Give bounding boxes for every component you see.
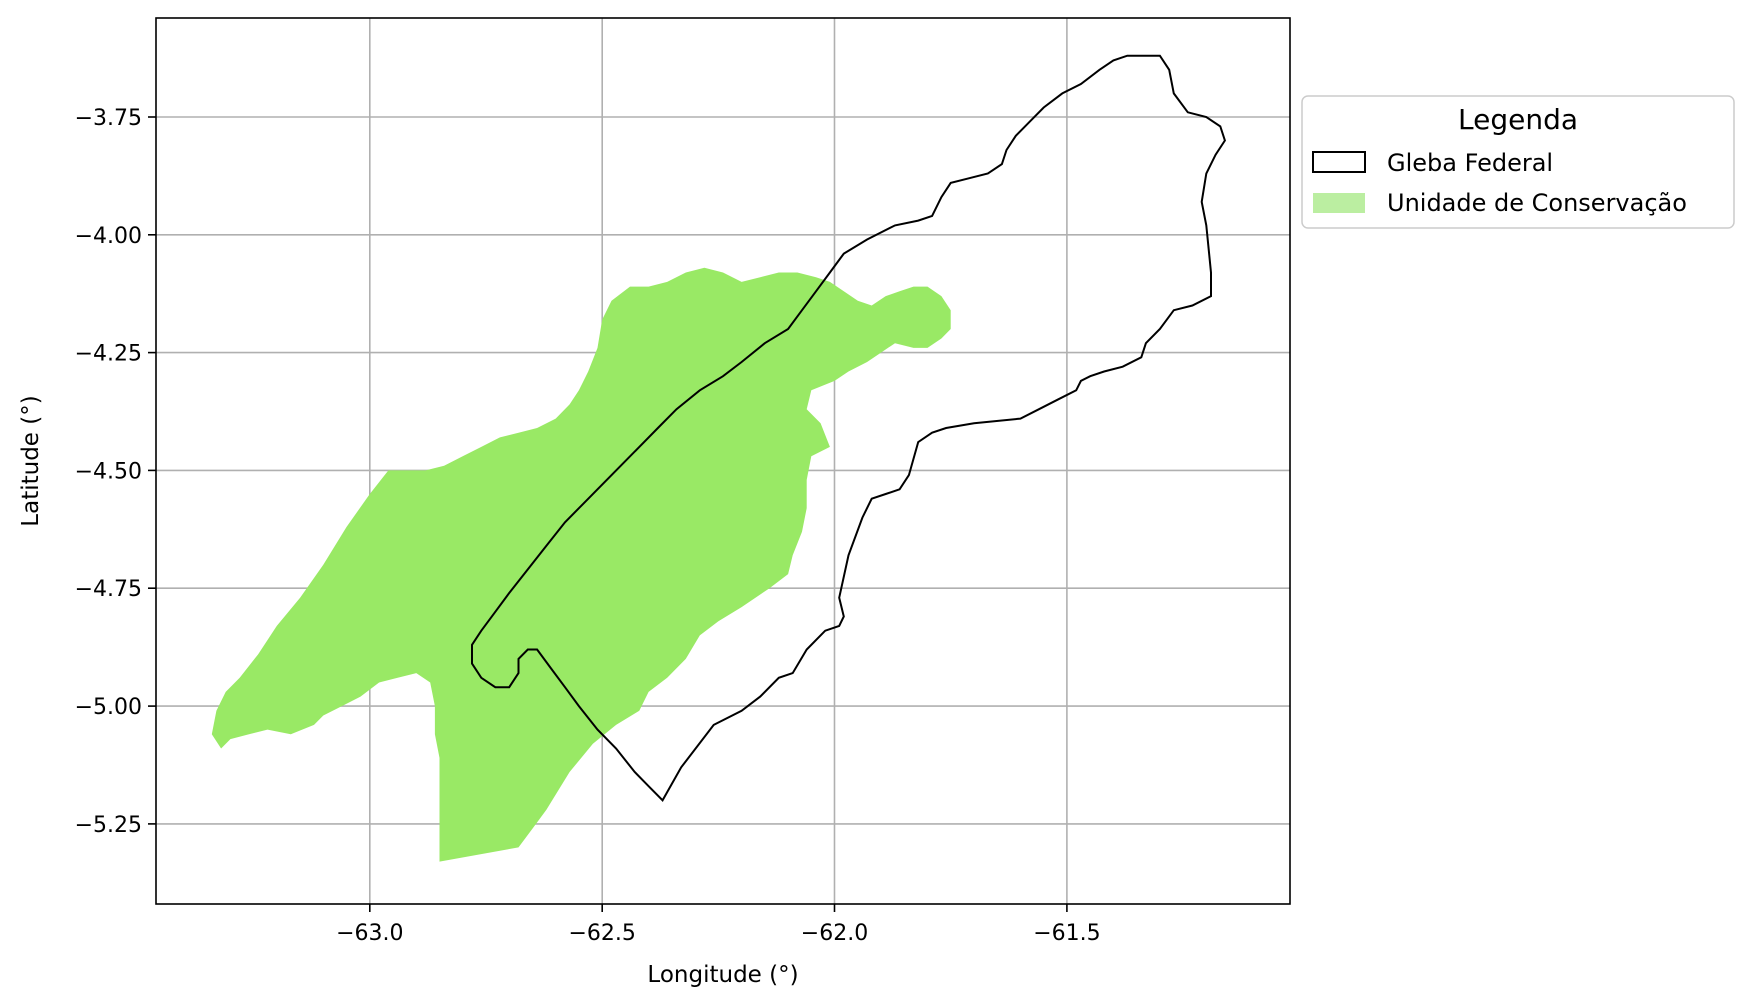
gleba-federal-boundary — [471, 54, 1226, 802]
legend: Legenda Gleba Federal Unidade de Conserv… — [1301, 95, 1735, 229]
y-tick-label: −4.00 — [75, 224, 142, 249]
legend-box — [1301, 95, 1735, 229]
y-tick-label: −4.75 — [75, 577, 142, 602]
y-tick-label: −5.25 — [75, 813, 142, 838]
x-tick-label: −61.5 — [1033, 921, 1100, 946]
legend-label-gleba-federal: Gleba Federal — [1387, 149, 1553, 177]
legend-title: Legenda — [1458, 103, 1578, 136]
y-tick-label: −3.75 — [75, 106, 142, 131]
x-tick-label: −62.5 — [568, 921, 635, 946]
y-tick-label: −4.25 — [75, 342, 142, 367]
legend-swatch-gleba-federal — [1312, 151, 1366, 173]
axis-ticks: −63.0 −62.5 −62.0 −61.5 −3.75 −4.00 −4.25 −4.50… — [75, 106, 1101, 946]
y-tick-label: −5.00 — [75, 695, 142, 720]
x-axis-label: Longitude (°) — [647, 962, 798, 988]
legend-swatch-unidade-de-conservacao — [1313, 193, 1365, 213]
map-layers — [211, 54, 1226, 862]
x-tick-label: −62.0 — [801, 921, 868, 946]
x-tick-label: −63.0 — [336, 921, 403, 946]
y-axis-label: Latitude (°) — [18, 395, 44, 526]
y-tick-label: −4.50 — [75, 459, 142, 484]
plot-frame — [155, 17, 1291, 905]
legend-label-unidade-de-conservacao: Unidade de Conservação — [1387, 189, 1687, 217]
unidade-de-conservacao-area — [211, 267, 951, 862]
